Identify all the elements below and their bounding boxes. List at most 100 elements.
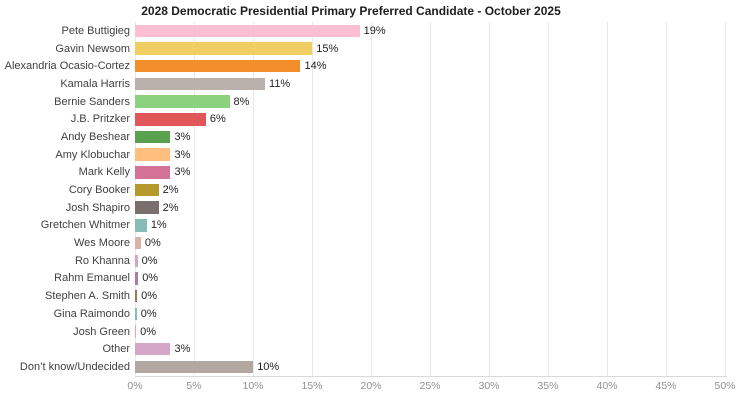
category-label: Gretchen Whitmer: [40, 219, 130, 232]
bar[interactable]: [135, 77, 266, 91]
bar-cell: 0%: [135, 305, 726, 323]
bar-cell: 3%: [135, 164, 726, 182]
category-label: Mark Kelly: [78, 166, 130, 179]
bar-row: Other 3%: [0, 340, 726, 358]
bar[interactable]: [135, 307, 137, 321]
bar-cell: 10%: [135, 358, 726, 376]
bar-cell: 0%: [135, 270, 726, 288]
bar-cell: 2%: [135, 199, 726, 217]
bar[interactable]: [135, 130, 171, 144]
value-label: 11%: [269, 77, 291, 90]
category-label: Don’t know/Undecided: [19, 360, 130, 373]
x-axis-tick: 35%: [537, 380, 559, 392]
x-axis-tick: 45%: [655, 380, 677, 392]
category-label: Cory Booker: [68, 184, 130, 197]
chart-title: 2028 Democratic Presidential Primary Pre…: [141, 4, 561, 18]
x-axis-tick: 30%: [478, 380, 500, 392]
category-label: Bernie Sanders: [54, 95, 130, 108]
category-label: Andy Beshear: [60, 130, 130, 143]
category-label: Other: [102, 343, 130, 356]
category-label: Kamala Harris: [60, 77, 130, 90]
value-label: 3%: [174, 130, 191, 143]
value-label: 6%: [209, 113, 226, 126]
bar-cell: 1%: [135, 217, 726, 235]
bar-cell: 14%: [135, 57, 726, 75]
value-label: 3%: [174, 343, 191, 356]
bar[interactable]: [135, 289, 138, 303]
bar[interactable]: [135, 272, 139, 285]
value-label: 8%: [233, 95, 250, 108]
category-label: Stephen A. Smith: [45, 290, 130, 303]
x-axis: 0% 5% 10% 15% 20% 25% 30% 35% 40% 45% 50%: [127, 380, 735, 396]
bar-row: Kamala Harris 11%: [0, 75, 726, 93]
bar-row: Ro Khanna 0%: [0, 252, 726, 270]
bar-row: Alexandria Ocasio-Cortez 14%: [0, 57, 726, 75]
bar-cell: 19%: [135, 22, 726, 40]
plot-area: Pete Buttigieg 19% Gavin Newsom 15% Alex…: [0, 22, 726, 376]
bar[interactable]: [135, 42, 313, 55]
bar[interactable]: [135, 342, 171, 356]
bar[interactable]: [135, 236, 141, 250]
bar-cell: 8%: [135, 93, 726, 111]
bar-cell: 2%: [135, 181, 726, 199]
bar-cell: 3%: [135, 340, 726, 358]
x-axis-tick: 40%: [596, 380, 618, 392]
category-label: Josh Green: [73, 325, 130, 338]
x-axis-tick: 50%: [714, 380, 736, 392]
x-axis-tick: 5%: [186, 380, 202, 392]
x-axis-tick: 0%: [127, 380, 143, 392]
bar-row: Rahm Emanuel 0%: [0, 270, 726, 288]
bar-row: Cory Booker 2%: [0, 181, 726, 199]
value-label: 0%: [140, 307, 157, 320]
bar-row: Andy Beshear 3%: [0, 128, 726, 146]
value-label: 1%: [150, 219, 167, 232]
bar-cell: 0%: [135, 287, 726, 305]
bar[interactable]: [135, 219, 147, 232]
value-label: 2%: [162, 201, 179, 214]
bar[interactable]: [135, 95, 230, 108]
bar-row: Wes Moore 0%: [0, 234, 726, 252]
bar-cell: 0%: [135, 252, 726, 270]
category-label: J.B. Pritzker: [70, 113, 130, 126]
bar-row: Gavin Newsom 15%: [0, 40, 726, 58]
bar-row: Josh Shapiro 2%: [0, 199, 726, 217]
bar-row: Josh Green 0%: [0, 323, 726, 341]
value-label: 14%: [304, 60, 327, 73]
bar[interactable]: [135, 113, 206, 126]
value-label: 0%: [141, 254, 158, 267]
bar-row: Pete Buttigieg 19%: [0, 22, 726, 40]
bar[interactable]: [135, 360, 254, 374]
bar-row: Amy Klobuchar 3%: [0, 146, 726, 164]
bar-row: Gretchen Whitmer 1%: [0, 217, 726, 235]
bar-cell: 0%: [135, 323, 726, 341]
value-label: 3%: [174, 148, 191, 161]
value-label: 0%: [142, 272, 159, 285]
value-label: 2%: [162, 184, 179, 197]
bar[interactable]: [135, 148, 171, 161]
category-label: Josh Shapiro: [65, 201, 130, 214]
bar[interactable]: [135, 201, 159, 214]
bar-cell: 0%: [135, 234, 726, 252]
bar[interactable]: [135, 24, 360, 38]
bar-row: Don’t know/Undecided 10%: [0, 358, 726, 376]
bar-row: J.B. Pritzker 6%: [0, 110, 726, 128]
value-label: 10%: [257, 360, 280, 373]
bar-row: Stephen A. Smith 0%: [0, 287, 726, 305]
bar-cell: 11%: [135, 75, 726, 93]
bar-cell: 3%: [135, 128, 726, 146]
bar[interactable]: [135, 325, 137, 338]
bar[interactable]: [135, 166, 171, 179]
bar-cell: 3%: [135, 146, 726, 164]
category-label: Amy Klobuchar: [55, 148, 130, 161]
bar[interactable]: [135, 59, 301, 73]
bar[interactable]: [135, 183, 159, 197]
bar-cell: 6%: [135, 110, 726, 128]
value-label: 0%: [144, 237, 161, 250]
x-axis-tick: 25%: [419, 380, 441, 392]
bar[interactable]: [135, 254, 138, 268]
bar-row: Gina Raimondo 0%: [0, 305, 726, 323]
value-label: 3%: [174, 166, 191, 179]
value-label: 15%: [316, 42, 339, 55]
value-label: 19%: [363, 24, 386, 37]
